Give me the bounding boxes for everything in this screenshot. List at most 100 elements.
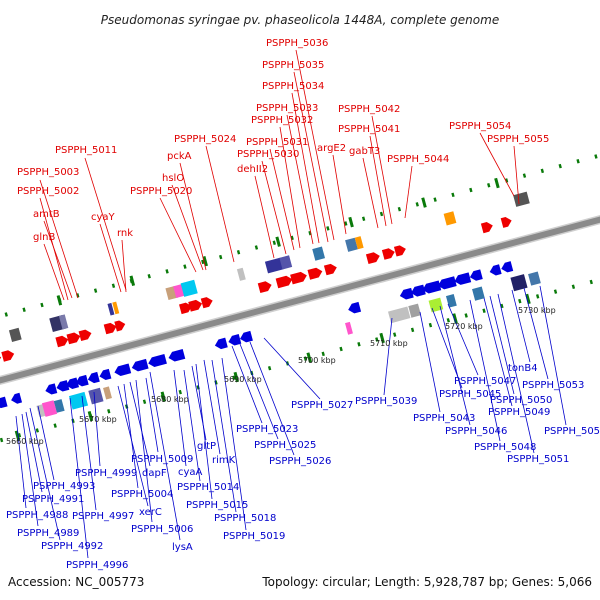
- major-tick-0: [421, 197, 427, 208]
- major-tick-1: [160, 391, 167, 402]
- feature-box-lower: [388, 306, 411, 324]
- forward-gene-arrow: [307, 267, 323, 280]
- leader-line-top: [369, 135, 387, 227]
- feature-box-lower: [88, 387, 104, 405]
- feature-box-upper: [236, 267, 246, 281]
- leader-line-top: [332, 154, 347, 235]
- tick-label-group: 5660 kbp 5670 kbp 5680 kbp 5690 kbp 5700…: [6, 306, 556, 446]
- label-rnk: rnk: [117, 228, 133, 239]
- label-gltP: gltP: [197, 441, 216, 452]
- leader-line-top: [279, 126, 301, 249]
- reverse-gene-arrow: [11, 392, 23, 404]
- reverse-gene-arrow: [422, 280, 442, 294]
- label-PSPPH_4999: PSPPH_4999: [75, 468, 137, 479]
- label-PSPPH_5034: PSPPH_5034: [262, 81, 324, 92]
- label-PSPPH_4991: PSPPH_4991: [22, 494, 84, 505]
- leader-line-top: [39, 197, 69, 301]
- label-PSPPH_4988: PSPPH_4988: [6, 510, 68, 521]
- accession-text: Accession: NC_005773: [8, 575, 144, 589]
- label-PSPPH_4989: PSPPH_4989: [17, 528, 79, 539]
- guide-dot-1: [518, 298, 522, 304]
- guide-dot-1: [357, 342, 361, 347]
- label-PSPPH_5003: PSPPH_5003: [17, 167, 79, 178]
- forward-gene-arrow: [323, 263, 337, 276]
- leader-line-bottom: [25, 411, 43, 493]
- forward-gene-arrow: [257, 281, 272, 294]
- label-PSPPH_5030: PSPPH_5030: [237, 149, 299, 160]
- feature-box-upper: [279, 255, 293, 270]
- guide-dot-1: [553, 289, 558, 294]
- guide-dot-0: [558, 163, 562, 169]
- guide-dot-0: [111, 283, 116, 289]
- leader-line-bottom: [129, 381, 151, 467]
- leader-layer: [15, 49, 567, 559]
- label-PSPPH_5020: PSPPH_5020: [130, 186, 192, 197]
- leader-line-bottom: [93, 391, 101, 467]
- tick-label-5680: 5680 kbp: [151, 395, 189, 404]
- label-PSPPH_5041: PSPPH_5041: [338, 124, 400, 135]
- label-glnB: glnB: [33, 232, 55, 243]
- guide-dot-0: [433, 197, 437, 202]
- feature-box-lower: [408, 303, 422, 318]
- forward-gene-arrow: [480, 222, 493, 234]
- leader-line-bottom: [135, 379, 153, 523]
- label-dehII2: dehII2: [237, 164, 268, 175]
- reverse-gene-arrow: [56, 380, 70, 392]
- feature-box-upper: [312, 246, 326, 261]
- guide-dot-0: [451, 192, 455, 198]
- leader-line-bottom: [69, 397, 89, 559]
- label-PSPPH_5046: PSPPH_5046: [445, 426, 507, 437]
- leader-line-top: [254, 175, 275, 259]
- leader-line-top: [121, 239, 127, 293]
- leader-line-bottom: [173, 369, 187, 467]
- leader-line-bottom: [123, 383, 139, 489]
- guide-dot-1: [464, 313, 468, 318]
- label-tonB4: tonB4: [508, 363, 538, 374]
- tick-label-5710: 5710 kbp: [370, 339, 408, 348]
- reverse-gene-arrow: [87, 371, 100, 384]
- major-tick-0: [494, 177, 500, 189]
- label-PSPPH_5043: PSPPH_5043: [413, 413, 475, 424]
- guide-dot-1: [303, 356, 308, 361]
- label-PSPPH_5033: PSPPH_5033: [256, 103, 318, 114]
- feature-box-upper: [112, 301, 120, 315]
- label-PSPPH_5056: PSPPH_5056: [544, 426, 600, 437]
- label-PSPPH_5053: PSPPH_5053: [522, 380, 584, 391]
- feature-box-lower: [41, 400, 58, 417]
- feature-box-upper: [58, 314, 69, 330]
- guide-dot-1: [428, 322, 433, 328]
- feature-box-lower: [472, 286, 485, 301]
- label-PSPPH_5044: PSPPH_5044: [387, 154, 449, 165]
- forward-gene-arrow: [381, 248, 395, 260]
- major-tick-0: [56, 295, 63, 306]
- label-PSPPH_5018: PSPPH_5018: [214, 513, 276, 524]
- guide-dot-0: [487, 183, 491, 188]
- label-PSPPH_5023: PSPPH_5023: [236, 424, 298, 435]
- forward-gene-arrow: [78, 329, 92, 342]
- guide-dot-0: [183, 264, 187, 269]
- label-PSPPH_5039: PSPPH_5039: [355, 396, 417, 407]
- label-PSPPH_5051: PSPPH_5051: [507, 454, 569, 465]
- forward-gene-arrow: [188, 299, 203, 312]
- guide-dot-1: [53, 423, 57, 428]
- leader-line-bottom: [231, 345, 263, 424]
- major-tick-1: [14, 430, 21, 441]
- leader-line-bottom: [539, 285, 567, 426]
- guide-dot-0: [40, 302, 44, 308]
- forward-gene-arrow: [275, 275, 293, 289]
- feature-box-lower: [53, 399, 65, 413]
- reverse-gene-arrow: [214, 337, 228, 350]
- guide-dot-1: [267, 365, 272, 371]
- feature-box-upper: [345, 237, 358, 252]
- guide-dot-1: [107, 409, 111, 414]
- guide-dot-1: [142, 399, 147, 404]
- label-PSPPH_4992: PSPPH_4992: [41, 541, 103, 552]
- leader-line-bottom: [497, 293, 535, 454]
- label-PSPPH_5027: PSPPH_5027: [291, 400, 353, 411]
- major-tick-1: [452, 313, 458, 324]
- label-PSPPH_4993: PSPPH_4993: [33, 481, 95, 492]
- major-tick-1: [87, 410, 94, 422]
- forward-gene-arrow: [55, 335, 69, 348]
- label-amtB: amtB: [33, 209, 60, 220]
